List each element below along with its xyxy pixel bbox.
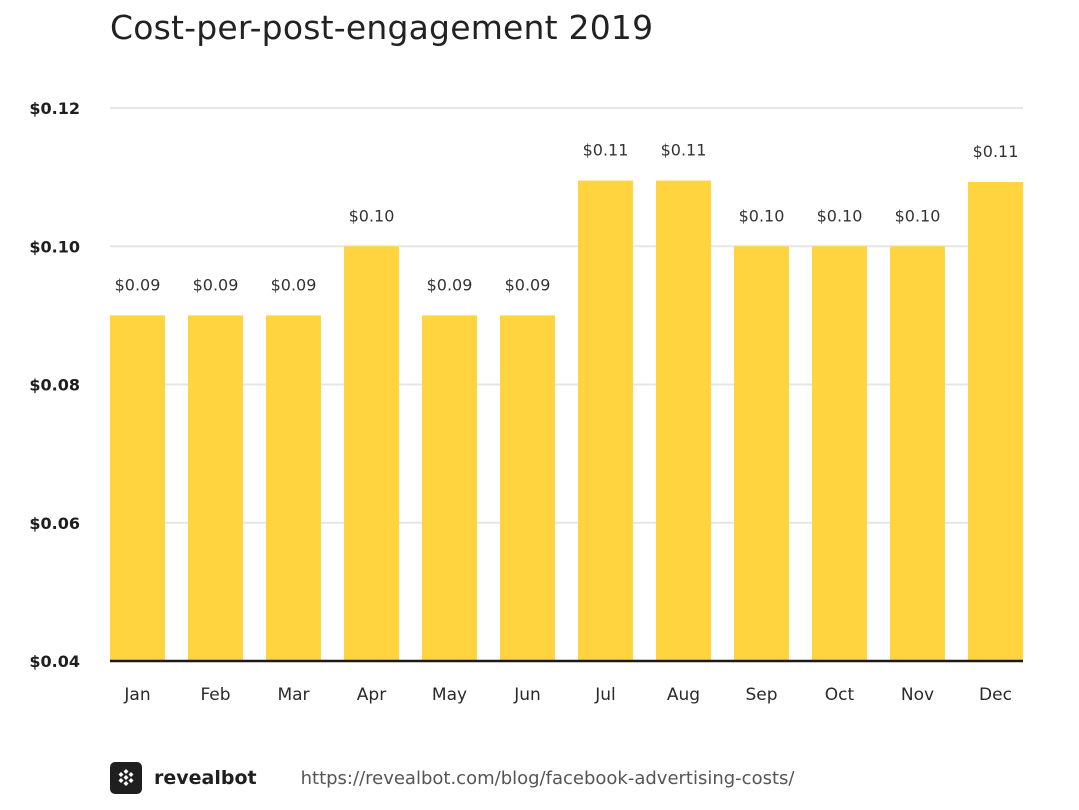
bar-sep (734, 246, 789, 661)
x-tick-label: Aug (667, 685, 700, 705)
bar-nov (890, 246, 945, 661)
data-label: $0.09 (115, 275, 161, 294)
bar-jun (500, 315, 555, 661)
footer: revealbot https://revealbot.com/blog/fac… (110, 760, 794, 796)
bar-jul (578, 180, 633, 662)
y-tick-label: $0.12 (29, 99, 80, 118)
gridlines (110, 107, 1023, 524)
y-tick-label: $0.04 (29, 652, 80, 671)
data-label: $0.10 (739, 206, 785, 225)
source-url: https://revealbot.com/blog/facebook-adve… (300, 767, 795, 789)
bar-mar (266, 315, 321, 661)
bar-dec (968, 181, 1023, 661)
data-label: $0.11 (973, 142, 1019, 161)
x-tick-label: Jul (594, 685, 616, 705)
data-label: $0.10 (349, 206, 395, 225)
y-axis-tick-labels: $0.04 $0.06 $0.08 $0.10 $0.12 (29, 99, 80, 671)
bar-apr (344, 246, 399, 661)
x-tick-label: Feb (200, 685, 230, 705)
brand-name: revealbot (154, 767, 257, 789)
data-label: $0.09 (271, 275, 317, 294)
x-tick-label: Jan (123, 685, 150, 705)
data-label: $0.11 (583, 141, 629, 160)
x-tick-label: Mar (277, 685, 309, 705)
x-tick-label: Jun (513, 685, 541, 705)
y-tick-label: $0.06 (29, 514, 80, 533)
bar-may (422, 315, 477, 661)
x-tick-label: Oct (825, 685, 855, 705)
x-tick-label: May (432, 685, 467, 705)
x-axis-tick-labels: Jan Feb Mar Apr May Jun Jul Aug Sep Oct Nov Dec (123, 685, 1012, 705)
y-tick-label: $0.10 (29, 237, 80, 256)
bar-chart: $0.04$0.06$0.08$0.10$0.12 $0.09 $0.09 $0.0… (29, 99, 1023, 705)
data-label: $0.09 (505, 275, 551, 294)
bar-jan (110, 315, 165, 661)
x-tick-label: Sep (745, 685, 777, 705)
x-tick-label: Dec (979, 685, 1012, 705)
data-label: $0.09 (193, 275, 239, 294)
x-tick-label: Apr (357, 685, 386, 705)
data-label: $0.11 (661, 141, 707, 160)
revealbot-logo-icon (110, 762, 142, 794)
x-tick-label: Nov (901, 685, 934, 705)
data-label: $0.10 (817, 206, 863, 225)
bar-feb (188, 315, 243, 661)
bars (110, 180, 1023, 662)
data-labels: $0.09 $0.09 $0.09 $0.10 $0.09 $0.09 $0.11 $0.11… (115, 141, 1019, 295)
chart-title: Cost-per-post-engagement 2019 (110, 8, 654, 47)
data-label: $0.09 (427, 275, 473, 294)
data-label: $0.10 (895, 206, 941, 225)
y-tick-label: $0.08 (29, 376, 80, 395)
bar-oct (812, 246, 867, 661)
bar-aug (656, 180, 711, 662)
